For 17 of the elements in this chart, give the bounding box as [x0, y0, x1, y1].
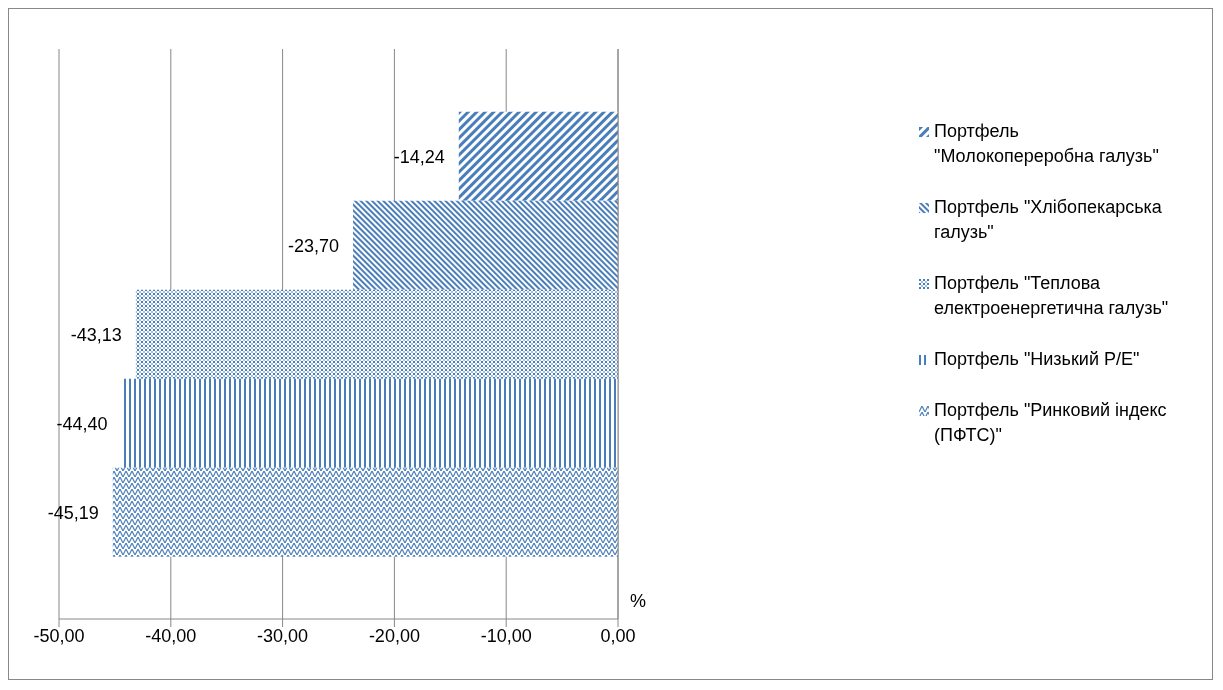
- x-tick-label: -40,00: [145, 625, 197, 646]
- data-label: -14,24: [393, 146, 445, 167]
- data-label: -44,40: [56, 413, 108, 434]
- x-tick-label: -10,00: [480, 625, 532, 646]
- x-tick-label: 0,00: [600, 625, 636, 646]
- data-label: -45,19: [47, 502, 99, 523]
- data-label: -43,13: [70, 324, 122, 345]
- legend-label: Портфель "Теплова електроенергетична галузь": [934, 272, 1170, 320]
- data-label: -23,70: [287, 235, 340, 256]
- x-tick-label: -30,00: [257, 625, 309, 646]
- x-axis-title: %: [630, 591, 647, 611]
- x-tick-label: -50,00: [33, 625, 85, 646]
- x-tick-label: -20,00: [368, 625, 420, 646]
- legend-label: Портфель "Низький P/E": [934, 348, 1140, 371]
- legend-label: Портфель "Молокопереробна галузь": [934, 120, 1160, 168]
- legend-label: Портфель "Хлібопекарська галузь": [934, 196, 1163, 244]
- legend-label: Портфель "Ринковий індекс (ПФТС)": [934, 399, 1168, 447]
